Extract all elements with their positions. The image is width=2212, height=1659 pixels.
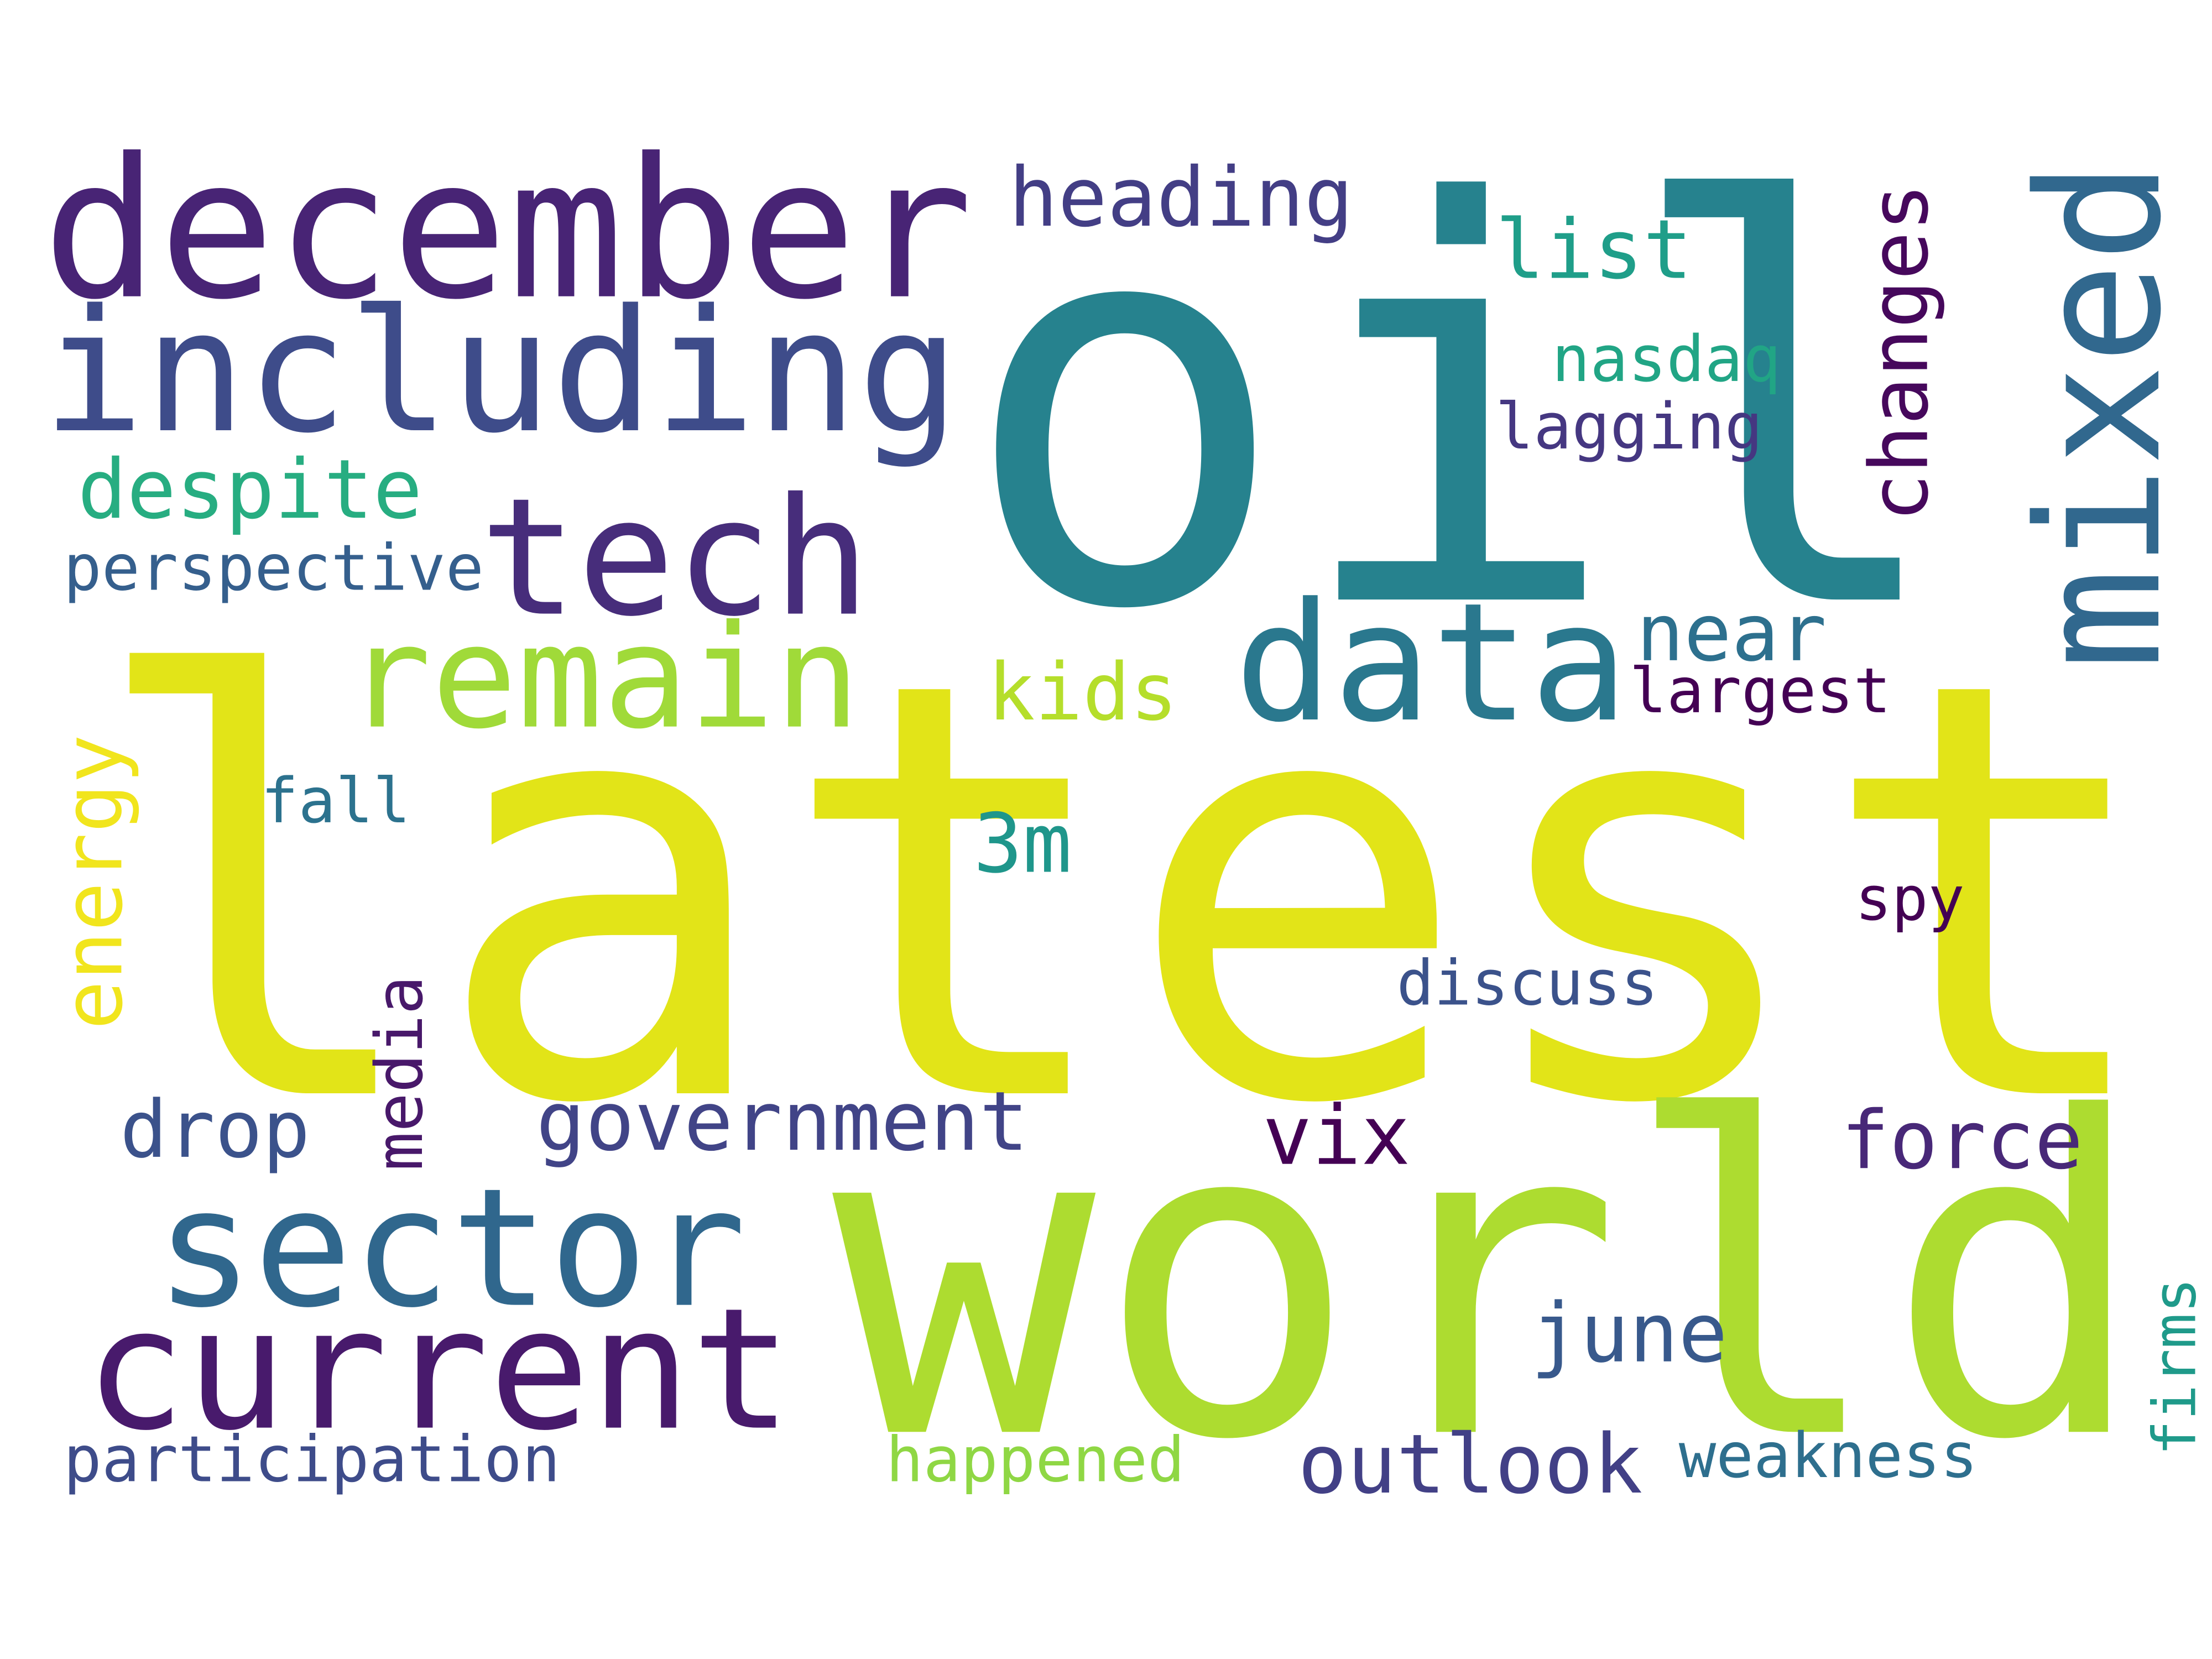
word: changes — [1853, 183, 1947, 522]
word: world — [832, 1026, 2149, 1535]
word: december — [43, 118, 973, 342]
word: discuss — [1397, 947, 1658, 1019]
word: remain — [346, 594, 860, 760]
word: firms — [2141, 1277, 2209, 1455]
word: force — [1841, 1094, 2083, 1187]
word: participation — [64, 1423, 560, 1497]
word: spy — [1855, 863, 1965, 934]
word: lagging — [1495, 390, 1763, 464]
word: fall — [261, 765, 410, 837]
word: including — [43, 274, 960, 471]
word: despite — [77, 442, 422, 537]
word: happened — [886, 1425, 1185, 1496]
word: government — [536, 1074, 1029, 1169]
word: drop — [120, 1083, 310, 1176]
word: oil — [959, 89, 1953, 729]
word: weakness — [1679, 1420, 1978, 1492]
word: sector — [155, 1153, 747, 1344]
word: energy — [45, 734, 140, 1030]
word: latest — [85, 560, 2164, 1229]
word: tech — [479, 464, 870, 653]
word: data — [1234, 567, 1629, 758]
word: heading — [1009, 150, 1353, 245]
word: kids — [988, 646, 1178, 738]
word: current — [85, 1272, 792, 1468]
word: june — [1531, 1286, 1728, 1381]
word: list — [1495, 202, 1692, 298]
word: vix — [1262, 1088, 1410, 1183]
word: perspective — [64, 531, 484, 605]
word: mixed — [2002, 160, 2199, 670]
word: 3m — [973, 796, 1072, 891]
word: largest — [1629, 655, 1891, 727]
word: near — [1636, 587, 1827, 679]
word: outlook — [1298, 1417, 1642, 1512]
word: media — [362, 975, 437, 1171]
word: nasdaq — [1552, 322, 1781, 397]
